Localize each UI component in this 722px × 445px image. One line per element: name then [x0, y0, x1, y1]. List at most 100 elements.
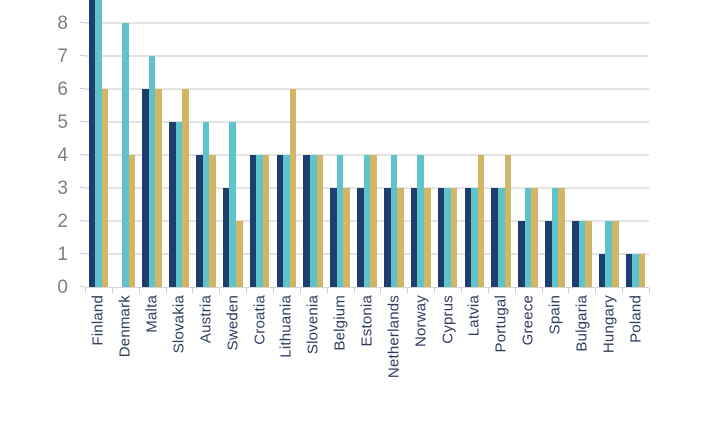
bar-teal-series-belgium: [336, 155, 344, 287]
bar-teal-series-poland: [632, 254, 639, 287]
y-tick-mark: [80, 55, 85, 56]
x-tick-mark: [326, 288, 328, 293]
y-tick-label-8: 8: [57, 13, 68, 34]
y-tick-mark: [80, 286, 85, 287]
bar-navy-series-greece: [518, 221, 525, 287]
x-label-austria: Austria: [197, 295, 215, 344]
x-tick-mark: [649, 288, 650, 293]
bar-gold-series-austria: [209, 155, 216, 287]
x-label-estonia: Estonia: [358, 295, 376, 347]
bar-gold-series-sweden: [236, 221, 243, 287]
x-tick-mark: [541, 288, 543, 293]
bar-gold-series-spain: [558, 188, 565, 287]
gridline: [85, 55, 649, 57]
x-tick-mark: [380, 288, 382, 293]
x-tick-mark: [595, 288, 597, 293]
gridline: [85, 154, 649, 156]
y-tick-mark: [80, 22, 85, 23]
x-label-lithuania: Lithuania: [277, 295, 295, 358]
bar-teal-series-spain: [551, 188, 559, 287]
bar-gold-series-netherlands: [397, 188, 404, 287]
y-tick-label-0: 0: [57, 277, 68, 298]
x-label-hungary: Hungary: [600, 295, 618, 354]
x-tick-mark: [246, 288, 248, 293]
x-tick-mark: [568, 288, 570, 293]
y-tick-mark: [80, 121, 85, 122]
bar-teal-series-lithuania: [283, 155, 290, 287]
bar-navy-series-poland: [625, 254, 633, 287]
y-tick-mark: [80, 253, 85, 254]
x-label-malta: Malta: [143, 295, 161, 333]
x-tick-mark: [165, 288, 167, 293]
x-tick-mark: [434, 288, 436, 293]
x-tick-mark: [192, 288, 194, 293]
bar-gold-series-norway: [424, 188, 431, 287]
y-tick-label-1: 1: [57, 244, 68, 265]
bar-teal-series-slovenia: [309, 155, 317, 287]
x-label-sweden: Sweden: [224, 295, 242, 351]
bar-teal-series-malta: [148, 56, 156, 287]
bar-navy-series-portugal: [491, 188, 498, 287]
y-tick-label-4: 4: [57, 145, 68, 166]
bar-gold-series-cyprus: [450, 188, 458, 287]
x-label-slovenia: Slovenia: [304, 295, 322, 355]
bar-teal-series-estonia: [363, 155, 371, 287]
y-tick-mark: [80, 220, 85, 221]
y-tick-mark: [80, 187, 85, 188]
bar-gold-series-poland: [638, 254, 646, 287]
gridline: [85, 22, 649, 24]
x-label-norway: Norway: [412, 295, 430, 348]
x-tick-mark: [219, 288, 221, 293]
x-tick-mark: [622, 288, 624, 293]
x-tick-mark: [461, 288, 462, 293]
plot-area: [85, 0, 649, 288]
x-tick-mark: [407, 288, 409, 293]
bar-teal-series-norway: [417, 155, 424, 287]
bar-navy-series-norway: [410, 188, 418, 287]
x-label-cyprus: Cyprus: [439, 295, 457, 344]
bar-gold-series-croatia: [262, 155, 270, 287]
x-label-denmark: Denmark: [116, 295, 134, 358]
bar-gold-series-belgium: [343, 188, 351, 287]
bar-navy-series-netherlands: [383, 188, 391, 287]
bar-gold-series-slovenia: [316, 155, 324, 287]
x-label-latvia: Latvia: [465, 295, 483, 337]
bar-teal-series-sweden: [229, 122, 236, 287]
bar-gold-series-lithuania: [289, 89, 297, 287]
y-tick-label-3: 3: [57, 178, 68, 199]
bar-gold-series-malta: [155, 89, 163, 287]
bar-teal-series-croatia: [256, 155, 263, 287]
x-tick-mark: [273, 288, 274, 293]
bar-gold-series-denmark: [128, 155, 136, 287]
bar-navy-series-lithuania: [276, 155, 284, 287]
x-label-bulgaria: Bulgaria: [573, 295, 591, 352]
y-tick-label-5: 5: [57, 112, 68, 133]
x-tick-mark: [353, 288, 355, 293]
bar-teal-series-bulgaria: [578, 221, 586, 287]
bar-gold-series-slovakia: [182, 89, 189, 287]
bar-navy-series-austria: [195, 155, 203, 287]
bar-navy-series-slovakia: [169, 122, 176, 287]
bar-teal-series-portugal: [497, 188, 505, 287]
bar-navy-series-bulgaria: [571, 221, 579, 287]
bar-navy-series-cyprus: [437, 188, 445, 287]
x-label-portugal: Portugal: [492, 295, 510, 353]
bar-gold-series-latvia: [477, 155, 485, 287]
x-tick-mark: [138, 288, 140, 293]
y-tick-label-7: 7: [57, 46, 68, 67]
y-tick-label-2: 2: [57, 211, 68, 232]
bar-teal-series-denmark: [121, 23, 129, 287]
x-label-spain: Spain: [546, 295, 564, 335]
bar-navy-series-slovenia: [303, 155, 310, 287]
bar-gold-series-hungary: [612, 221, 619, 287]
bar-teal-series-slovakia: [175, 122, 183, 287]
x-label-finland: Finland: [89, 295, 107, 346]
bar-navy-series-belgium: [330, 188, 337, 287]
bar-gold-series-finland: [101, 89, 109, 287]
bar-gold-series-greece: [531, 188, 539, 287]
bar-teal-series-netherlands: [390, 155, 398, 287]
bar-teal-series-finland: [95, 0, 102, 287]
x-label-belgium: Belgium: [331, 295, 349, 351]
y-tick-label-6: 6: [57, 79, 68, 100]
